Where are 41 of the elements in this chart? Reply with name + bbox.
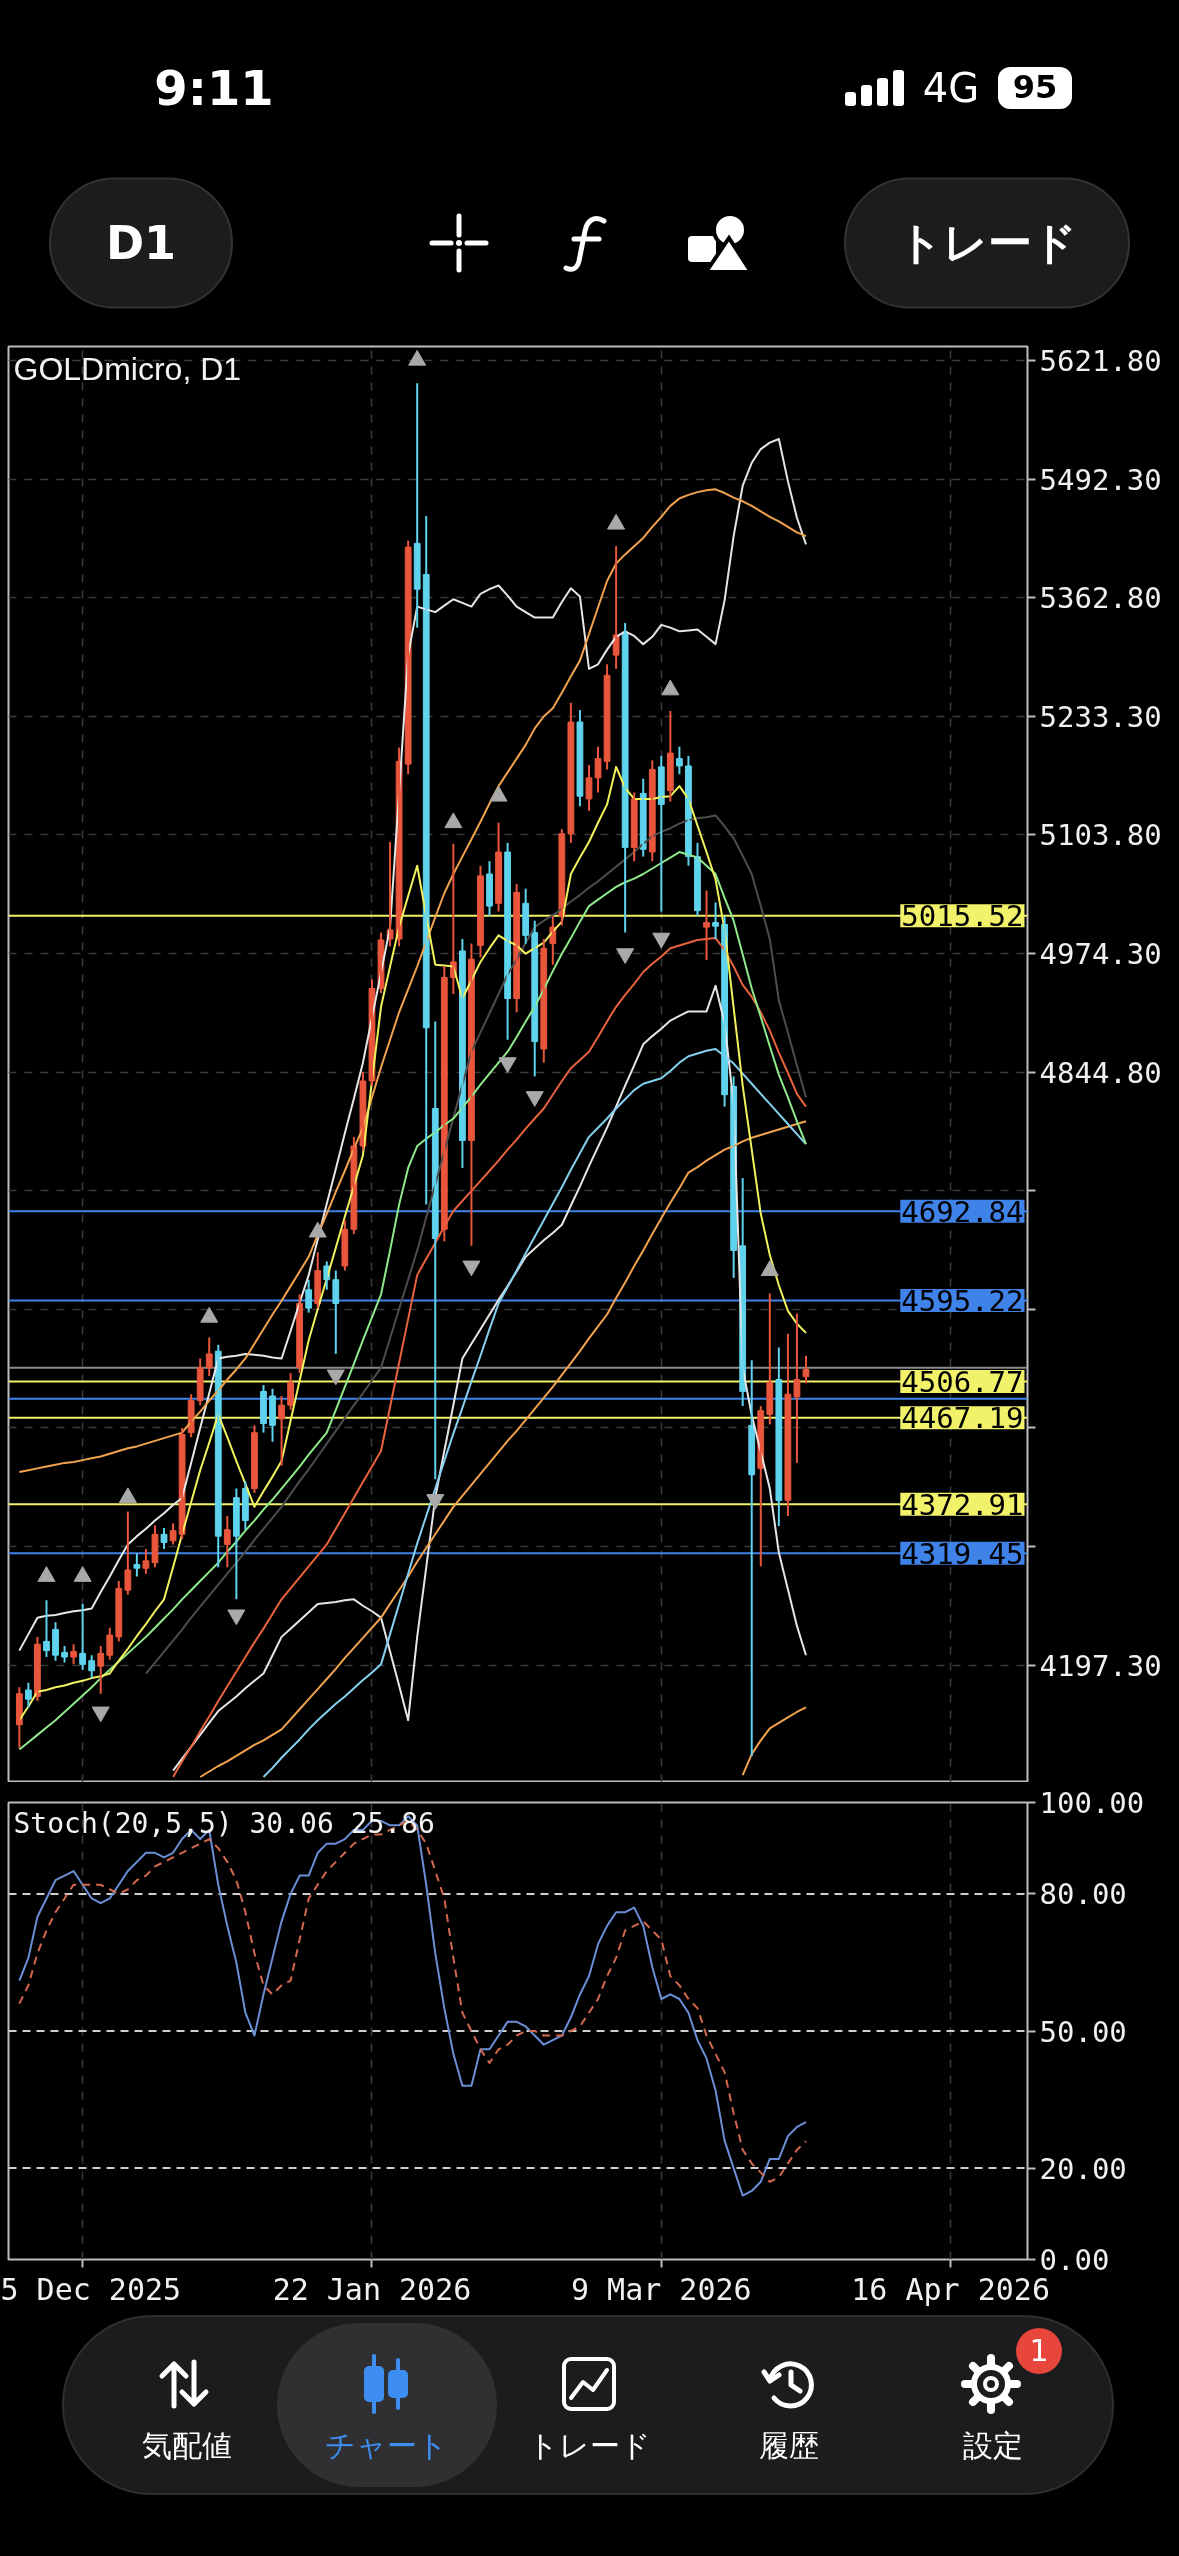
y-tick-label: 5233.30 <box>1039 699 1162 734</box>
text: トレード <box>527 2426 651 2465</box>
y-tick-label: 5621.80 <box>1039 343 1162 378</box>
ref-line-label: 4595.22 <box>901 1284 1024 1319</box>
line-series <box>199 1120 807 1779</box>
text: トレード <box>844 177 1130 309</box>
text: 気配値 <box>142 2426 232 2465</box>
text: 4G <box>922 64 980 114</box>
line-series <box>262 1047 807 1779</box>
ref-line-label: 4467.19 <box>901 1401 1024 1436</box>
ref-line-label: 4372.91 <box>901 1487 1024 1522</box>
line-series <box>741 1706 807 1777</box>
y-tick-label: 5362.80 <box>1039 581 1162 616</box>
chart-title: GOLDmicro, D1 <box>13 350 242 387</box>
x-tick-label: 22 Jan 2026 <box>272 2271 472 2307</box>
text: チャート <box>324 2426 448 2465</box>
y-tick-label: 4197.30 <box>1039 1648 1162 1683</box>
candlestick <box>585 764 593 812</box>
y-tick-label: 4974.30 <box>1039 936 1162 971</box>
ref-line-label: 4319.45 <box>901 1536 1024 1571</box>
text: 9:11 <box>154 58 274 118</box>
line-series <box>144 814 807 1675</box>
line-series <box>18 488 807 1474</box>
x-tick-label: 9 Mar 2026 <box>571 2271 752 2307</box>
y-tick-label: 4844.80 <box>1039 1055 1162 1090</box>
text: D1 <box>49 177 233 309</box>
y-tick-label: 50.00 <box>1039 2014 1127 2049</box>
y-tick-label: 20.00 <box>1039 2151 1127 2186</box>
line-series <box>18 438 807 1652</box>
text: 設定 <box>963 2426 1023 2465</box>
y-tick-label: 100.00 <box>1039 1786 1145 1820</box>
text: 履歴 <box>759 2426 819 2465</box>
x-tick-label: 5 Dec 2025 <box>0 2271 182 2307</box>
y-tick-label: 5492.30 <box>1039 462 1162 497</box>
ref-line-label: 4506.77 <box>901 1365 1024 1400</box>
text: 1 <box>1016 2328 1062 2374</box>
text: 95 <box>998 67 1072 109</box>
ref-line-label: 5015.52 <box>901 899 1024 934</box>
y-tick-label: 80.00 <box>1039 1877 1127 1912</box>
ref-line-label: 4692.84 <box>901 1194 1024 1229</box>
y-tick-label: 5103.80 <box>1039 818 1162 853</box>
